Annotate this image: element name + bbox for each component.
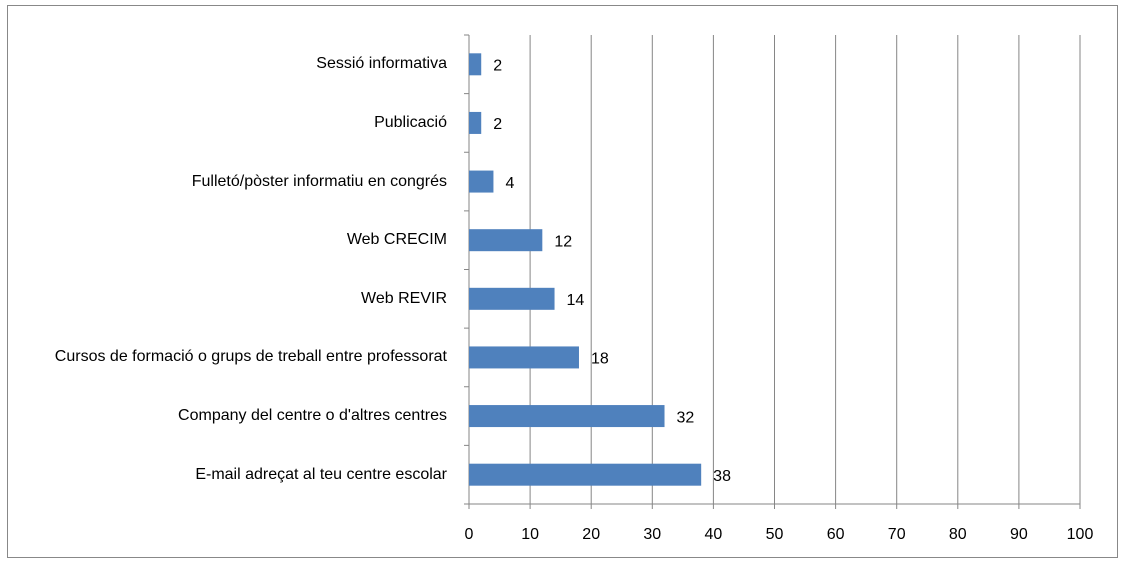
category-label-box: Publicació [10, 113, 447, 133]
value-label: 18 [591, 351, 609, 368]
x-tick-label: 20 [582, 526, 600, 543]
x-tick-label: 70 [888, 526, 906, 543]
bar [469, 111, 482, 134]
value-label: 2 [493, 58, 502, 75]
x-tick-label: 40 [705, 526, 723, 543]
x-tick-label: 60 [827, 526, 845, 543]
bar [469, 229, 543, 252]
category-label-box: Company del centre o d'altres centres [10, 406, 447, 426]
bar [469, 346, 579, 369]
y-tick-label: E-mail adreçat al teu centre escolar [195, 465, 447, 483]
x-tick-label: 100 [1067, 526, 1094, 543]
x-tick-label: 10 [521, 526, 539, 543]
bar [469, 287, 555, 310]
value-label: 32 [677, 409, 695, 426]
category-label-box: Web CRECIM [10, 230, 447, 250]
x-tick-label: 0 [465, 526, 474, 543]
category-label-box: Fulletó/pòster informatiu en congrés [10, 172, 447, 192]
category-label-box: Cursos de formació o grups de treball en… [10, 347, 447, 367]
chart-border [7, 5, 1118, 558]
y-tick-label: Fulletó/pòster informatiu en congrés [191, 172, 447, 190]
y-tick-label: Company del centre o d'altres centres [178, 407, 447, 425]
value-label: 14 [567, 292, 585, 309]
y-tick-label: Sessió informativa [316, 55, 447, 73]
category-label-box: Web REVIR [10, 289, 447, 309]
category-label-box: E-mail adreçat al teu centre escolar [10, 465, 447, 485]
x-tick-label: 50 [766, 526, 784, 543]
y-tick-label: Publicació [374, 113, 447, 131]
bar [469, 170, 494, 193]
value-label: 2 [493, 116, 502, 133]
bar [469, 405, 665, 428]
value-label: 12 [554, 233, 572, 250]
y-tick-label: Web CRECIM [346, 231, 447, 249]
y-tick-label: Web REVIR [361, 289, 447, 307]
x-tick-label: 30 [643, 526, 661, 543]
bar [469, 53, 482, 76]
x-tick-label: 90 [1010, 526, 1028, 543]
y-tick-label: Cursos de formació o grups de treball en… [54, 348, 447, 366]
value-label: 4 [505, 175, 514, 192]
x-tick-label: 80 [949, 526, 967, 543]
bar [469, 463, 702, 486]
category-label-box: Sessió informativa [10, 54, 447, 74]
value-label: 38 [713, 468, 731, 485]
